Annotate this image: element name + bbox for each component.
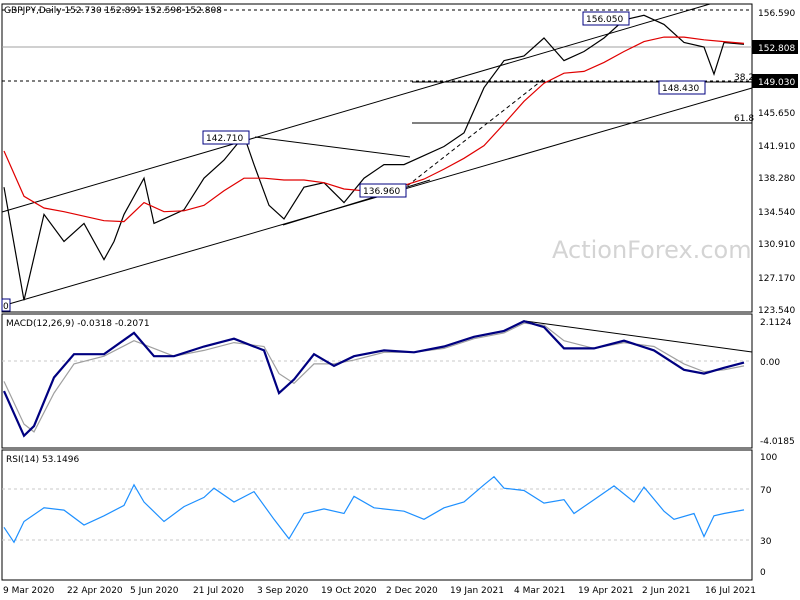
low-label: 136.960 — [363, 187, 400, 197]
x-tick: 21 Jul 2020 — [193, 586, 244, 596]
x-axis: 9 Mar 2020 22 Apr 2020 5 Jun 2020 21 Jul… — [3, 586, 756, 596]
y-tick: 149.030 — [758, 78, 795, 88]
zero-label: 0 — [3, 302, 9, 312]
x-tick: 19 Oct 2020 — [321, 586, 377, 596]
high-label: 156.050 — [586, 15, 623, 25]
macd-trend-line — [524, 320, 753, 353]
y-tick: 138.280 — [758, 174, 795, 184]
fib-projection-line — [401, 77, 546, 191]
peak-label-box — [202, 130, 250, 145]
price-panel: GBPJPY,Daily 152.730 152.891 152.598 152… — [1, 3, 798, 316]
x-tick: 2 Dec 2020 — [386, 586, 438, 596]
rsi-panel: RSI(14) 53.1496 100 70 30 0 — [1, 449, 777, 581]
rsi-y-tick: 0 — [760, 568, 766, 578]
x-tick: 19 Apr 2021 — [578, 586, 634, 596]
x-tick: 2 Jun 2021 — [642, 586, 690, 596]
upper-channel-line — [1, 3, 711, 213]
x-tick: 3 Sep 2020 — [257, 586, 309, 596]
current-price-marker — [752, 40, 798, 54]
triangle-upper-line — [254, 136, 411, 158]
rsi-y-tick: 70 — [760, 486, 772, 496]
macd-header: MACD(12,26,9) -0.0318 -0.2071 — [6, 319, 150, 329]
x-tick: 19 Jan 2021 — [450, 586, 504, 596]
y-tick: 152.808 — [758, 44, 795, 54]
peak-label: 142.710 — [206, 134, 243, 144]
y-tick: 127.170 — [758, 274, 795, 284]
x-tick: 16 Jul 2021 — [705, 586, 756, 596]
price-header: GBPJPY,Daily 152.730 152.891 152.598 152… — [4, 6, 222, 16]
macd-y-tick: -4.0185 — [760, 437, 795, 447]
support-price-marker — [752, 74, 798, 88]
rsi-y-tick: 100 — [760, 453, 777, 463]
x-tick: 22 Apr 2020 — [67, 586, 123, 596]
x-tick: 4 Mar 2021 — [514, 586, 565, 596]
rsi-header: RSI(14) 53.1496 — [6, 455, 79, 465]
macd-y-tick: 2.1124 — [760, 318, 792, 328]
support-label: 148.430 — [662, 84, 699, 94]
rsi-line — [3, 475, 745, 544]
x-tick: 9 Mar 2020 — [3, 586, 55, 596]
rsi-y-tick: 30 — [760, 537, 772, 547]
fib-38-2-label: 38.2 — [734, 73, 754, 83]
y-tick: 123.540 — [758, 306, 795, 316]
high-label-box — [582, 11, 630, 26]
y-tick: 141.910 — [758, 142, 795, 152]
zero-label-box — [1, 298, 11, 312]
macd-y-tick: 0.00 — [760, 358, 780, 368]
y-tick: 130.910 — [758, 240, 795, 250]
y-tick: 156.590 — [758, 9, 795, 19]
macd-panel: MACD(12,26,9) -0.0318 -0.2071 2.1124 0.0… — [1, 313, 795, 449]
watermark: ActionForex.com — [552, 236, 752, 264]
y-tick: 134.540 — [758, 208, 795, 218]
fib-61-8-label: 61.8 — [734, 114, 754, 124]
macd-line — [2, 320, 745, 438]
price-y-axis: 156.590 152.808 149.030 145.650 141.910 … — [752, 9, 798, 316]
x-tick: 5 Jun 2020 — [130, 586, 179, 596]
low-label-box — [359, 183, 407, 198]
y-tick: 145.650 — [758, 109, 795, 119]
support-label-box — [658, 80, 706, 95]
